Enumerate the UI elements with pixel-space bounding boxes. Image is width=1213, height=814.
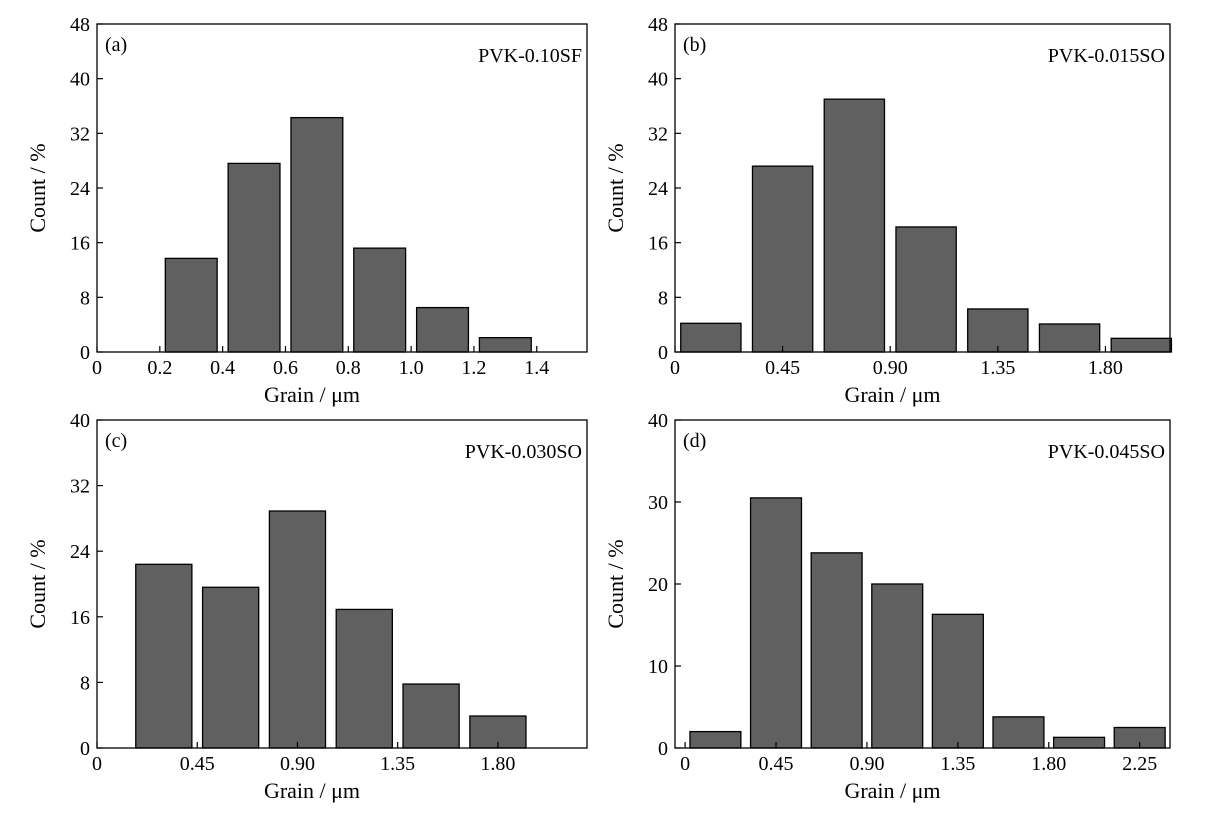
- x-axis-label: Grain / μm: [844, 778, 940, 803]
- x-tick-label: 0: [680, 753, 690, 775]
- bar: [751, 165, 814, 353]
- y-tick-label: 30: [648, 492, 668, 514]
- x-tick-label: 1.35: [380, 753, 415, 775]
- chart-panel-d: 0 10 20 30 40 0 0.45 0.90 1.35 1.80 2.25 Grain / μm…: [603, 410, 1171, 803]
- y-tick-label: 0: [658, 738, 668, 760]
- bar: [992, 716, 1045, 749]
- y-tick-label: 48: [70, 14, 90, 36]
- bar: [353, 247, 407, 353]
- panel-label: (a): [105, 34, 127, 56]
- bar: [931, 613, 984, 749]
- x-tick-label: 0.8: [336, 357, 361, 379]
- y-tick-label: 48: [648, 14, 668, 36]
- y-axis-label: Count / %: [25, 143, 50, 232]
- x-tick-label: 1.80: [1031, 753, 1066, 775]
- y-tick-label: 0: [658, 342, 668, 364]
- x-tick-label: 0: [92, 357, 102, 379]
- bar: [227, 162, 281, 353]
- chart-panel-c: 0 8 16 24 32 40 0 0.45 0.90 1.35 1.80 Grain / μm Cou…: [25, 410, 588, 803]
- x-tick-label: 1.0: [399, 357, 424, 379]
- bar: [749, 497, 803, 749]
- sample-label: PVK-0.030SO: [465, 441, 582, 463]
- bar: [680, 322, 742, 353]
- bar: [823, 98, 886, 353]
- bar: [1110, 337, 1173, 353]
- chart-panel-b: 0 8 16 24 32 40 48 0 0.45 0.90 1.35 1.80 Grain / μm C…: [603, 14, 1173, 407]
- y-tick-label: 24: [70, 541, 90, 563]
- sample-label: PVK-0.10SF: [478, 45, 582, 67]
- bar: [164, 257, 218, 353]
- bar: [415, 306, 470, 353]
- panel-label: (b): [683, 34, 706, 56]
- y-tick-label: 40: [648, 69, 668, 91]
- x-tick-label: 0.4: [210, 357, 235, 379]
- bar: [895, 226, 957, 353]
- bar: [871, 583, 924, 749]
- bar: [335, 608, 393, 749]
- plot-frame: [96, 419, 588, 749]
- x-tick-label: 0: [92, 753, 102, 775]
- x-axis-label: Grain / μm: [844, 382, 940, 407]
- y-tick-label: 0: [80, 342, 90, 364]
- x-tick-label: 0.2: [147, 357, 172, 379]
- x-tick-label: 1.2: [461, 357, 486, 379]
- y-tick-label: 16: [648, 233, 668, 255]
- x-tick-label: 0.90: [849, 753, 884, 775]
- y-tick-label: 8: [80, 672, 90, 694]
- x-tick-label: 0: [670, 357, 680, 379]
- y-tick-label: 40: [648, 410, 668, 432]
- x-tick-label: 0.90: [280, 753, 315, 775]
- x-tick-label: 0.45: [765, 357, 800, 379]
- y-tick-label: 32: [648, 123, 668, 145]
- y-tick-label: 0: [80, 738, 90, 760]
- y-tick-label: 40: [70, 69, 90, 91]
- panel-label: (d): [683, 430, 706, 452]
- y-axis-label: Count / %: [603, 539, 628, 628]
- x-tick-label: 1.35: [980, 357, 1015, 379]
- bar: [478, 336, 532, 353]
- y-tick-label: 16: [70, 607, 90, 629]
- y-tick-label: 10: [648, 656, 668, 678]
- y-tick-label: 32: [70, 123, 90, 145]
- bar: [689, 730, 742, 749]
- sample-label: PVK-0.045SO: [1048, 441, 1165, 463]
- bar: [967, 308, 1029, 353]
- y-axis-label: Count / %: [603, 143, 628, 232]
- bar: [290, 116, 344, 353]
- y-tick-label: 8: [658, 287, 668, 309]
- bar: [201, 586, 260, 749]
- bar: [1052, 736, 1106, 749]
- bar: [268, 510, 327, 749]
- chart-panel-a: 0 8 16 24 32 40 48 0 0.2 0.4 0.6 0.8 1.0 1.2 1.4 Grain …: [25, 14, 588, 407]
- bar: [810, 552, 863, 749]
- y-tick-label: 24: [648, 178, 668, 200]
- x-tick-label: 0.90: [873, 357, 908, 379]
- x-axis-label: Grain / μm: [264, 382, 360, 407]
- y-tick-label: 16: [70, 233, 90, 255]
- y-tick-label: 24: [70, 178, 90, 200]
- x-tick-label: 1.35: [940, 753, 975, 775]
- x-axis-label: Grain / μm: [264, 778, 360, 803]
- y-tick-label: 32: [70, 476, 90, 498]
- x-tick-label: 1.80: [1088, 357, 1123, 379]
- x-tick-label: 0.45: [759, 753, 794, 775]
- x-tick-label: 2.25: [1122, 753, 1157, 775]
- sample-label: PVK-0.015SO: [1048, 45, 1165, 67]
- y-tick-label: 20: [648, 574, 668, 596]
- y-tick-label: 40: [70, 410, 90, 432]
- bar: [1038, 323, 1101, 353]
- x-tick-label: 0.45: [180, 753, 215, 775]
- x-tick-label: 0.6: [273, 357, 298, 379]
- y-tick-label: 8: [80, 287, 90, 309]
- y-axis-label: Count / %: [25, 539, 50, 628]
- x-tick-label: 1.80: [480, 753, 515, 775]
- x-tick-label: 1.4: [524, 357, 549, 379]
- bar: [135, 563, 193, 749]
- bar: [402, 683, 460, 749]
- panel-label: (c): [105, 430, 127, 452]
